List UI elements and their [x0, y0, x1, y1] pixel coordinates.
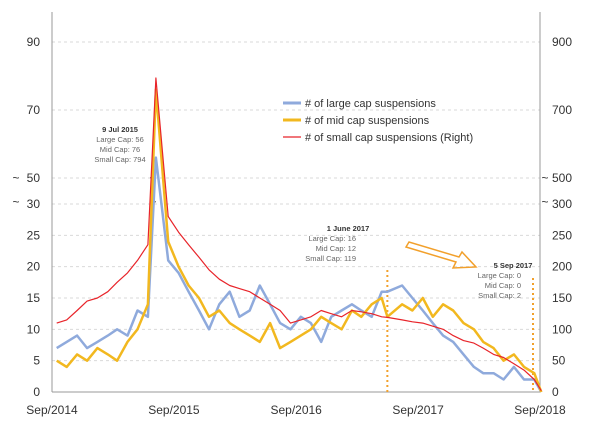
- y-right-tick-label: 500: [552, 171, 572, 185]
- y-right-tick-label: 150: [552, 291, 572, 305]
- annotation-line: Large Cap: 16: [308, 234, 356, 243]
- y-left-tick-label: 90: [27, 35, 41, 49]
- x-tick-label: Sep/2015: [148, 403, 200, 417]
- legend-label: # of mid cap suspensions: [305, 115, 430, 127]
- axis-break-marker: ~: [12, 171, 19, 185]
- series-line-small: [56, 77, 542, 392]
- annotation-line: Small Cap: 794: [94, 155, 145, 164]
- y-left-tick-label: 5: [33, 354, 40, 368]
- y-right-tick-label: 200: [552, 260, 572, 274]
- y-left-tick-label: 15: [27, 291, 41, 305]
- annotation-line: Mid Cap: 12: [316, 244, 356, 253]
- x-tick-label: Sep/2017: [392, 403, 444, 417]
- y-left-tick-label: 30: [27, 197, 41, 211]
- y-right-tick-label: 0: [552, 385, 559, 399]
- axis-ticks: 0510152025305070900501001502002503005007…: [12, 35, 572, 417]
- axis-break-marker: ~: [541, 171, 548, 185]
- x-tick-label: Sep/2016: [270, 403, 322, 417]
- annotation-line: Large Cap: 0: [478, 271, 521, 280]
- y-right-tick-label: 300: [552, 197, 572, 211]
- axis-break-marker: ~: [541, 195, 548, 209]
- trend-arrow: [404, 241, 478, 269]
- x-tick-label: Sep/2018: [514, 403, 566, 417]
- legend-label: # of small cap suspensions (Right): [305, 132, 473, 144]
- annotation-title: 5 Sep 2017: [494, 261, 533, 270]
- legend: # of large cap suspensions # of mid cap s…: [283, 98, 473, 144]
- annotation-title: 9 Jul 2015: [102, 125, 138, 134]
- y-right-tick-label: 250: [552, 228, 572, 242]
- annotation-title: 1 June 2017: [327, 224, 370, 233]
- annotation-line: Mid Cap: 76: [100, 145, 140, 154]
- y-left-tick-label: 20: [27, 260, 41, 274]
- y-left-tick-label: 0: [33, 385, 40, 399]
- y-right-tick-label: 50: [552, 354, 566, 368]
- annotation-line: Small Cap: 119: [305, 254, 356, 263]
- y-right-tick-label: 100: [552, 322, 572, 336]
- series-line-mid: [56, 88, 543, 393]
- series-line-large: [56, 156, 543, 393]
- y-left-tick-label: 10: [27, 322, 41, 336]
- grid: [51, 12, 541, 393]
- legend-label: # of large cap suspensions: [305, 98, 436, 110]
- series-lines: [56, 77, 543, 393]
- axis-break-marker: ~: [12, 195, 19, 209]
- annotation-line: Small Cap: 2: [478, 291, 521, 300]
- y-left-tick-label: 25: [27, 228, 41, 242]
- y-right-tick-label: 700: [552, 103, 572, 117]
- y-left-tick-label: 50: [27, 171, 41, 185]
- x-tick-label: Sep/2014: [26, 403, 78, 417]
- annotation-line: Large Cap: 56: [96, 135, 144, 144]
- annotation-line: Mid Cap: 0: [485, 281, 521, 290]
- y-left-tick-label: 70: [27, 103, 41, 117]
- y-right-tick-label: 900: [552, 35, 572, 49]
